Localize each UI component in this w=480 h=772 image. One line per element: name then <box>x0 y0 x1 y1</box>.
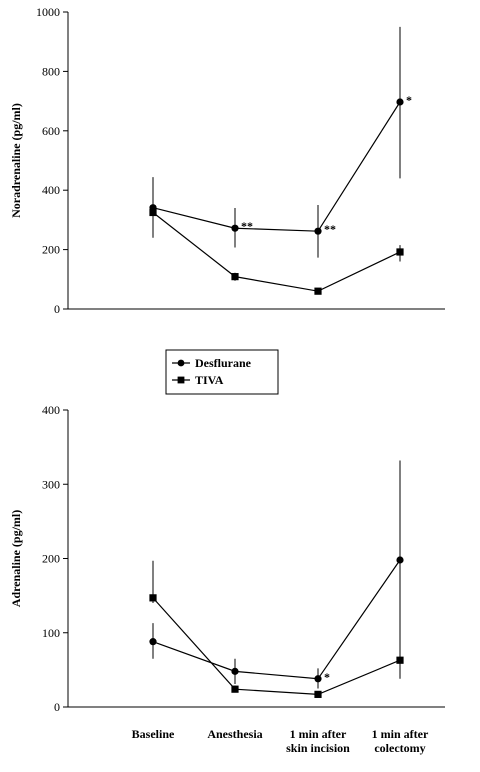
legend: Desflurane TIVA <box>165 349 279 395</box>
x-category-label: Anesthesia <box>207 727 262 741</box>
y-tick-label: 1000 <box>36 5 60 19</box>
y-tick-label: 200 <box>42 552 60 566</box>
x-category-label: 1 min after <box>372 727 429 741</box>
significance-mark: * <box>324 670 330 684</box>
x-category-label: 1 min after <box>290 727 347 741</box>
y-tick-label: 0 <box>54 302 60 316</box>
y-axis-label: Noradrenaline (pg/ml) <box>9 103 23 218</box>
data-point-square <box>149 208 157 217</box>
data-point-square <box>314 690 322 698</box>
data-point-circle <box>231 667 239 675</box>
data-point-circle <box>314 675 322 683</box>
x-category-label: skin incision <box>286 741 350 755</box>
y-tick-label: 300 <box>42 477 60 491</box>
series-desflurane: ** *** <box>149 26 412 258</box>
significance-mark: ** <box>324 222 336 236</box>
series-line <box>152 559 401 680</box>
y-tick-label: 100 <box>42 626 60 640</box>
legend-marker-circle <box>177 359 185 367</box>
data-point-circle <box>314 227 322 235</box>
legend-label: Desflurane <box>195 356 252 370</box>
x-category-label: colectomy <box>374 741 425 755</box>
series-desflurane: * <box>149 460 404 689</box>
series-line <box>152 212 401 292</box>
chart-panel-2: 0 100 200 300 400 Adrenaline (pg/ml) * <box>9 403 445 714</box>
y-tick-label: 800 <box>42 64 60 78</box>
y-tick-label: 400 <box>42 403 60 417</box>
data-point-square <box>396 248 404 256</box>
data-point-circle <box>396 556 404 564</box>
y-tick-label: 400 <box>42 183 60 197</box>
y-tick-label: 0 <box>54 700 60 714</box>
y-axis-label: Adrenaline (pg/ml) <box>9 510 23 607</box>
data-point-square <box>314 287 322 295</box>
y-tick-label: 600 <box>42 124 60 138</box>
data-point-square <box>231 273 239 281</box>
series-tiva <box>149 560 404 698</box>
y-tick-label: 200 <box>42 243 60 257</box>
significance-mark: * <box>406 93 412 107</box>
x-category-label: Baseline <box>132 727 175 741</box>
legend-label: TIVA <box>195 373 224 387</box>
data-point-square <box>149 594 157 602</box>
data-point-square <box>396 656 404 664</box>
data-point-circle <box>231 224 239 232</box>
data-point-circle <box>149 638 157 646</box>
data-point-circle <box>396 98 404 106</box>
series-line <box>152 597 401 695</box>
legend-marker-square <box>177 376 185 384</box>
series-tiva <box>149 206 404 295</box>
legend-box <box>165 349 279 395</box>
significance-mark: ** <box>241 219 253 233</box>
data-point-square <box>231 685 239 693</box>
series-line <box>152 101 401 232</box>
